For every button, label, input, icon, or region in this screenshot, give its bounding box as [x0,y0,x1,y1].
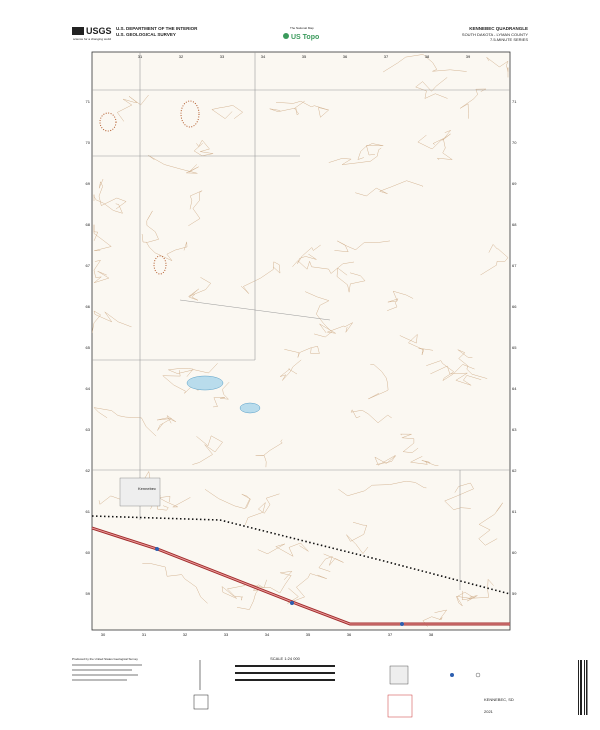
grid-label: 37 [388,632,393,637]
grid-label: 71 [512,99,517,104]
grid-label: 37 [384,54,389,59]
grid-label: 32 [183,632,188,637]
grid-label: 62 [86,468,91,473]
grid-label: 59 [86,591,91,596]
grid-label: 34 [265,632,270,637]
grid-label: 63 [86,427,91,432]
grid-label: 33 [220,54,225,59]
grid-label: 63 [512,427,517,432]
producer: Produced by the United States Geological… [72,657,138,661]
grid-label: 68 [512,222,517,227]
grid-label: 31 [138,54,143,59]
agency: U.S. DEPARTMENT OF THE INTERIOR [116,26,198,31]
grid-label: 60 [512,550,517,555]
program: The National Map [290,26,314,30]
grid-label: 60 [86,550,91,555]
grid-label: 59 [512,591,517,596]
grid-label: 61 [86,509,91,514]
grid-label: 38 [425,54,430,59]
series: 7.5-MINUTE SERIES [490,37,528,42]
grid-label: 71 [86,99,91,104]
sheet-name: KENNEBEC, SD [484,697,514,702]
grid-label: 67 [512,263,517,268]
year: 2021 [484,709,494,714]
location: SOUTH DAKOTA - LYMAN COUNTY [462,32,528,37]
grid-label: 31 [142,632,147,637]
grid-label: 65 [86,345,91,350]
grid-label: 35 [302,54,307,59]
grid-label: 68 [86,222,91,227]
product: US Topo [291,34,319,41]
grid-label: 64 [86,386,91,391]
scale: SCALE 1:24 000 [270,656,301,661]
quadrangle: KENNEBEC QUADRANGLE [469,26,528,31]
grid-label: 34 [261,54,266,59]
bureau: U.S. GEOLOGICAL SURVEY [116,32,176,37]
grid-label: 36 [343,54,348,59]
grid-label: 69 [512,181,517,186]
grid-label: 65 [512,345,517,350]
grid-label: 38 [429,632,434,637]
logo: USGS [86,26,112,36]
grid-label: 70 [86,140,91,145]
grid-label: 69 [86,181,91,186]
tagline: science for a changing world [73,37,111,41]
grid-label: 39 [466,54,471,59]
grid-label: 67 [86,263,91,268]
grid-label: 33 [224,632,229,637]
grid-label: 66 [512,304,517,309]
place-name: Kennebec [138,486,156,491]
grid-label: 62 [512,468,517,473]
grid-label: 61 [512,509,517,514]
grid-label: 35 [306,632,311,637]
grid-label: 32 [179,54,184,59]
grid-label: 30 [101,632,106,637]
grid-label: 64 [512,386,517,391]
map-body: Kennebec [91,51,511,631]
grid-label: 36 [347,632,352,637]
grid-label: 70 [512,140,517,145]
grid-label: 66 [86,304,91,309]
